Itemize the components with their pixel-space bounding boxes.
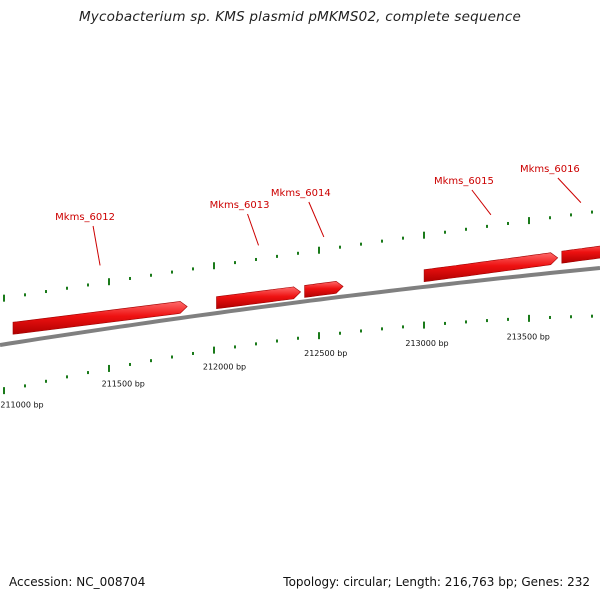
- gene-arrow[interactable]: [12, 301, 188, 335]
- scale-label: 213000 bp: [405, 339, 448, 348]
- scale-label: 213500 bp: [507, 332, 550, 341]
- gene-arrow[interactable]: [423, 252, 559, 283]
- gene-arrow[interactable]: [304, 280, 344, 298]
- topology-summary: Topology: circular; Length: 216,763 bp; …: [283, 575, 590, 589]
- gene-arrow[interactable]: [216, 286, 302, 310]
- gene-arrow[interactable]: [561, 243, 600, 264]
- accession-text: Accession: NC_008704: [9, 575, 146, 589]
- gene-label-leader: [247, 213, 260, 246]
- gene-label-leader: [308, 201, 325, 238]
- gene-label-leader: [471, 189, 492, 216]
- map-title: Mycobacterium sp. KMS plasmid pMKMS02, c…: [78, 9, 522, 25]
- gene-label-leader: [92, 225, 101, 266]
- scale-label: 211500 bp: [102, 380, 145, 389]
- scale-label: 211000 bp: [0, 401, 43, 410]
- scale-label: 212000 bp: [203, 363, 246, 372]
- gene-label[interactable]: Mkms_6014: [271, 188, 331, 199]
- gene-label-leader: [557, 177, 582, 203]
- gene-label[interactable]: Mkms_6015: [434, 176, 494, 187]
- gene-label[interactable]: Mkms_6012: [55, 212, 115, 223]
- plasmid-backbone: [0, 266, 600, 347]
- gene-label[interactable]: Mkms_6016: [520, 164, 580, 175]
- scale-label: 212500 bp: [304, 349, 347, 358]
- gene-label[interactable]: Mkms_6013: [210, 200, 270, 211]
